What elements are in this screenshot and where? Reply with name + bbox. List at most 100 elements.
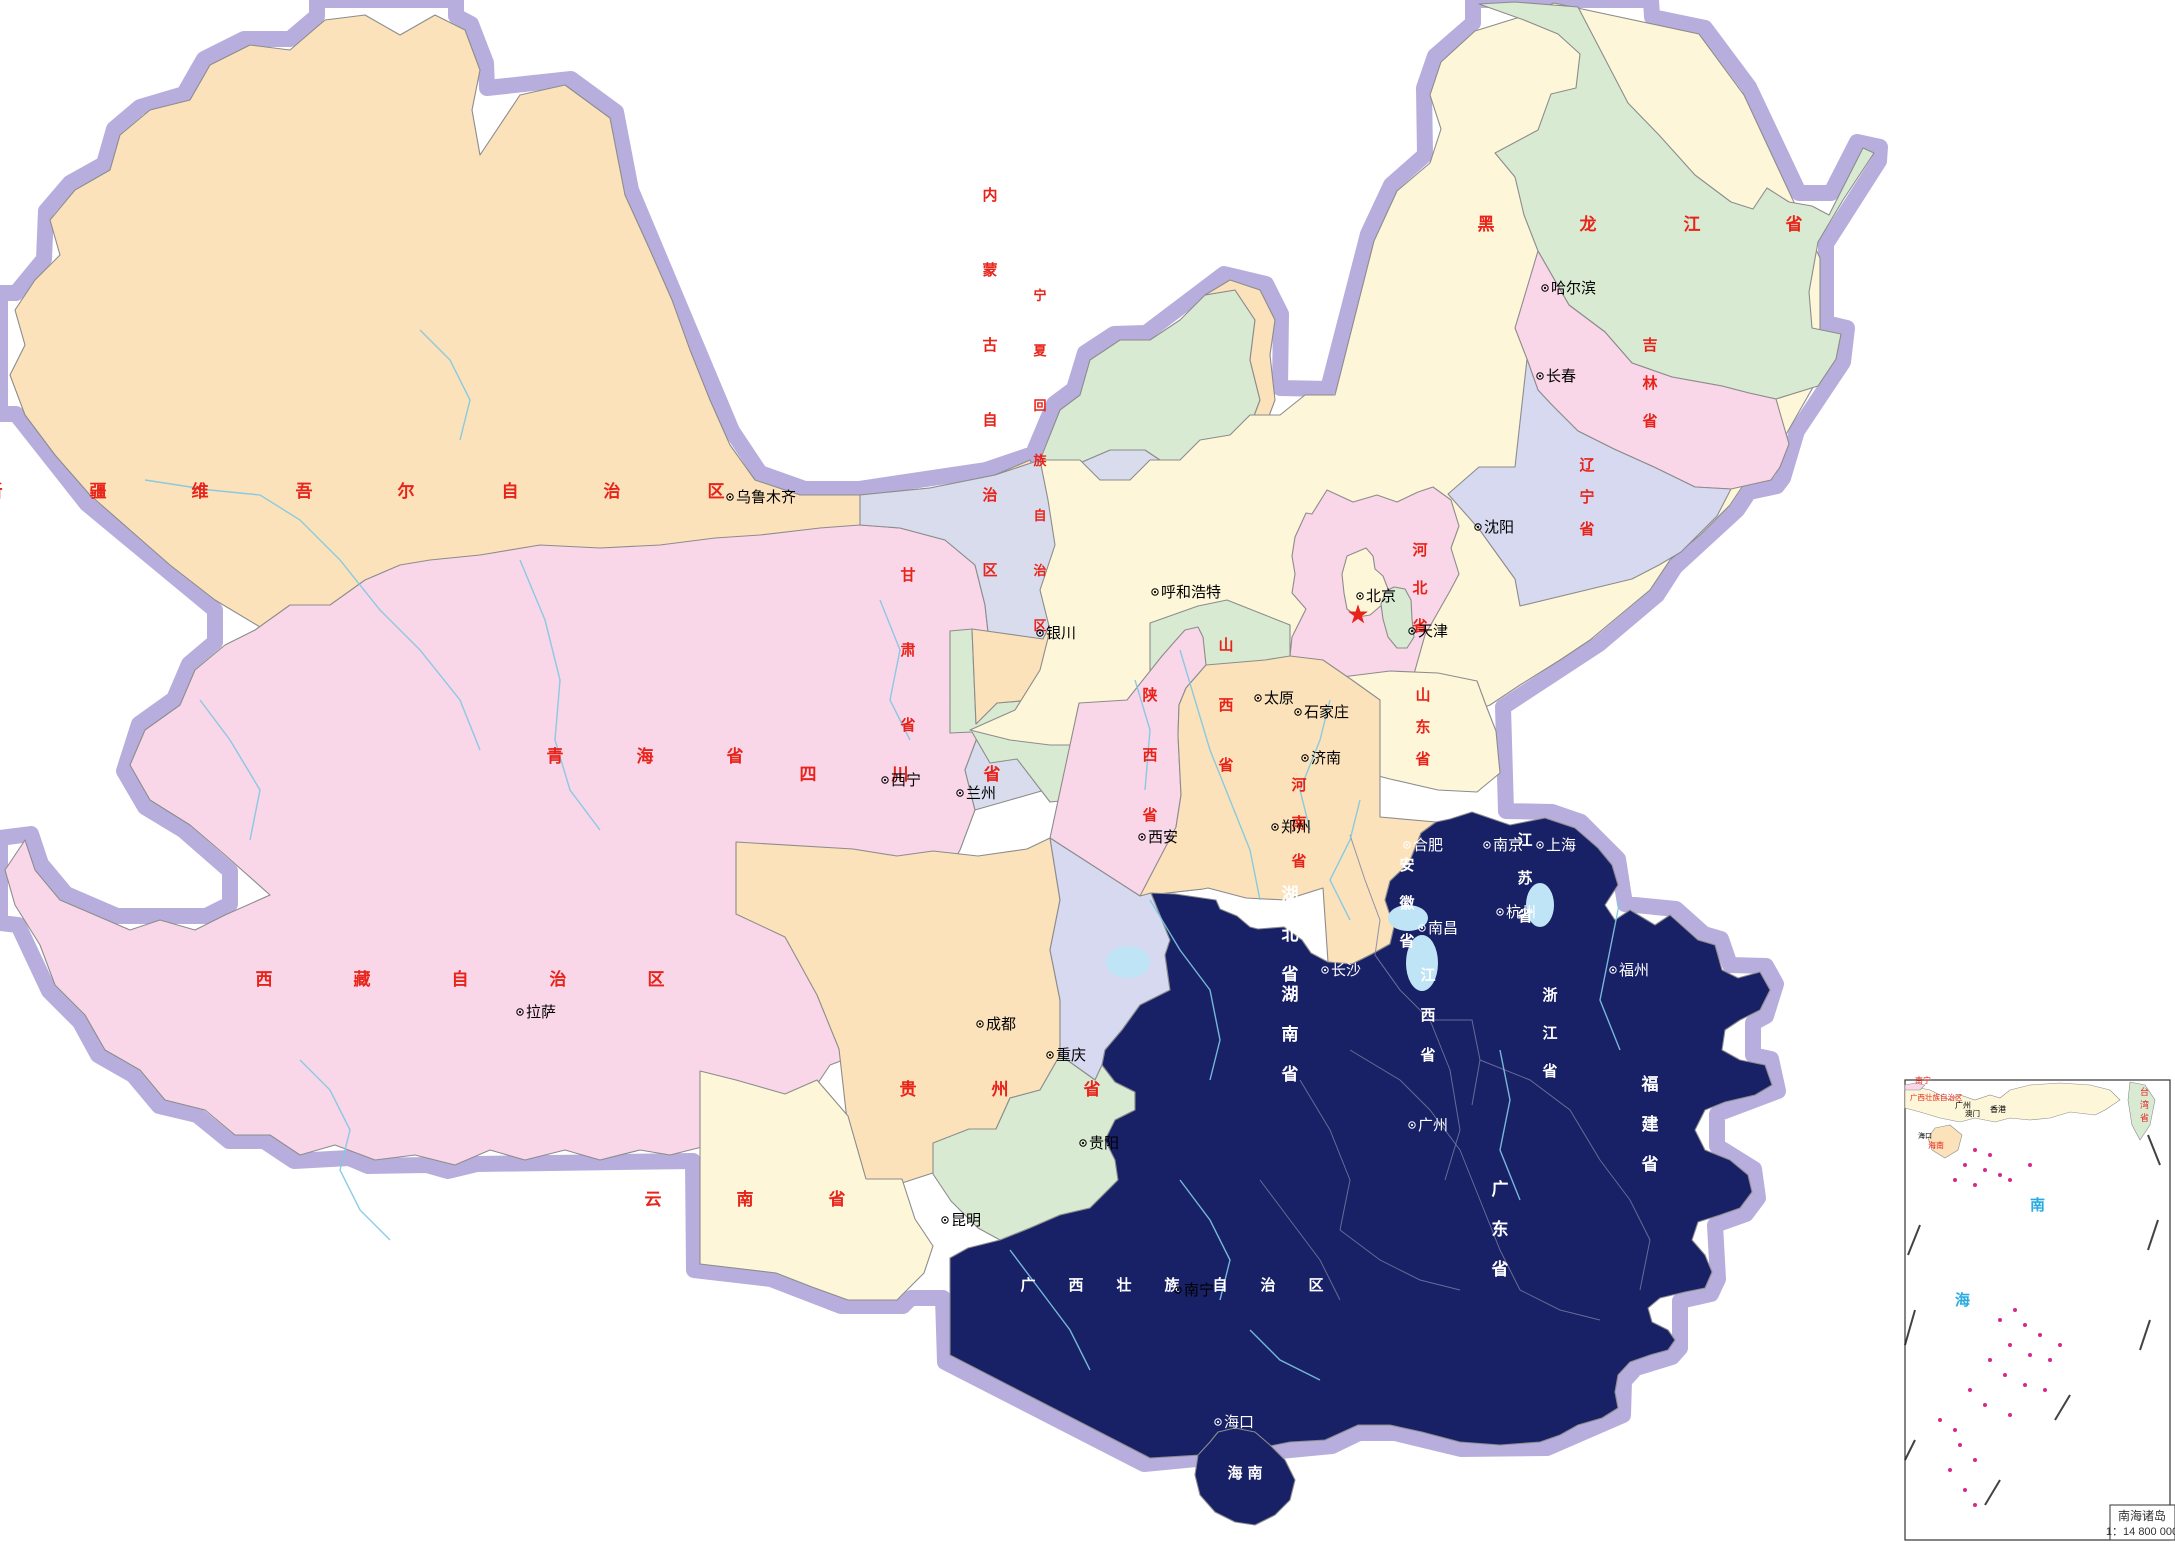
svg-text:南昌: 南昌	[1428, 920, 1458, 937]
svg-text:南京: 南京	[1493, 837, 1523, 854]
svg-text:南宁: 南宁	[1915, 1075, 1931, 1085]
svg-text:省: 省	[1541, 1062, 1557, 1080]
svg-text:西: 西	[1142, 747, 1157, 764]
svg-text:兰州: 兰州	[966, 785, 996, 802]
svg-text:省: 省	[1281, 1064, 1299, 1084]
svg-text:宁: 宁	[1033, 288, 1046, 303]
svg-text:成都: 成都	[986, 1016, 1016, 1033]
svg-text:湖: 湖	[1282, 985, 1299, 1004]
svg-text:西: 西	[1068, 1277, 1083, 1294]
svg-text:内: 内	[982, 186, 997, 204]
svg-text:南: 南	[1247, 1464, 1262, 1482]
svg-text:省: 省	[1641, 412, 1657, 430]
svg-text:区: 区	[1033, 618, 1046, 633]
svg-text:福州: 福州	[1619, 962, 1649, 979]
svg-text:治: 治	[1260, 1276, 1275, 1294]
svg-text:省: 省	[1217, 756, 1233, 774]
svg-text:省: 省	[1641, 1154, 1659, 1174]
svg-text:江: 江	[1542, 1024, 1557, 1042]
svg-text:北京: 北京	[1366, 588, 1396, 605]
svg-text:西: 西	[256, 970, 273, 989]
svg-text:海口: 海口	[1224, 1414, 1254, 1431]
svg-text:安: 安	[1399, 856, 1414, 874]
svg-text:辽: 辽	[1579, 457, 1594, 474]
svg-text:拉萨: 拉萨	[526, 1004, 556, 1021]
svg-text:南: 南	[1282, 1024, 1299, 1044]
svg-text:省: 省	[899, 716, 915, 734]
svg-text:治: 治	[550, 969, 567, 989]
svg-text:郑州: 郑州	[1281, 819, 1311, 836]
svg-text:上海: 上海	[1546, 837, 1576, 854]
svg-text:贵: 贵	[900, 1079, 917, 1099]
svg-text:太原: 太原	[1264, 690, 1294, 707]
svg-text:省: 省	[1141, 806, 1157, 824]
svg-text:长沙: 长沙	[1331, 962, 1361, 979]
svg-text:族: 族	[1033, 453, 1047, 468]
svg-text:长春: 长春	[1546, 368, 1576, 385]
svg-text:州: 州	[991, 1080, 1009, 1099]
svg-text:山: 山	[1415, 687, 1430, 704]
svg-text:省: 省	[726, 746, 744, 766]
svg-text:蒙: 蒙	[982, 261, 997, 279]
svg-text:江: 江	[1420, 966, 1435, 984]
svg-text:回: 回	[1033, 398, 1046, 413]
svg-text:肃: 肃	[900, 641, 915, 659]
svg-text:宁: 宁	[1579, 488, 1594, 506]
svg-text:杭州: 杭州	[1506, 904, 1536, 921]
svg-text:区: 区	[708, 482, 725, 501]
svg-text:昆明: 昆明	[951, 1212, 981, 1229]
svg-text:南: 南	[737, 1189, 754, 1209]
svg-text:银川: 银川	[1046, 625, 1076, 642]
svg-text:疆: 疆	[90, 482, 107, 501]
svg-text:吾: 吾	[296, 482, 313, 501]
svg-text:合肥: 合肥	[1413, 837, 1443, 854]
svg-text:湖: 湖	[1282, 885, 1299, 904]
svg-text:治: 治	[982, 486, 997, 504]
svg-text:陕: 陕	[1142, 686, 1157, 704]
svg-text:沈阳: 沈阳	[1484, 519, 1514, 536]
svg-text:维: 维	[192, 481, 209, 501]
svg-text:贵阳: 贵阳	[1089, 1135, 1119, 1152]
svg-text:建: 建	[1642, 1114, 1659, 1134]
svg-text:省: 省	[828, 1189, 846, 1209]
svg-text:龙: 龙	[1579, 214, 1597, 234]
svg-text:青: 青	[547, 746, 564, 766]
svg-text:南宁: 南宁	[1184, 1282, 1214, 1299]
svg-text:西安: 西安	[1148, 829, 1178, 846]
svg-text:海: 海	[1227, 1464, 1242, 1482]
svg-text:西宁: 西宁	[891, 772, 921, 789]
svg-text:新: 新	[0, 481, 3, 501]
svg-text:呼和浩特: 呼和浩特	[1161, 584, 1221, 601]
svg-text:林: 林	[1642, 374, 1658, 392]
svg-text:省: 省	[1281, 964, 1299, 984]
svg-text:尔: 尔	[398, 481, 415, 501]
svg-text:省: 省	[983, 764, 1001, 784]
svg-text:省: 省	[1419, 1046, 1435, 1064]
svg-text:南: 南	[2030, 1196, 2045, 1214]
svg-text:省: 省	[1414, 750, 1430, 768]
svg-text:云: 云	[645, 1190, 662, 1209]
svg-text:海口: 海口	[1918, 1131, 1932, 1140]
svg-text:古: 古	[982, 336, 997, 354]
svg-text:自: 自	[1212, 1276, 1227, 1294]
svg-text:省: 省	[1398, 932, 1414, 950]
svg-text:藏: 藏	[354, 970, 371, 989]
svg-text:天津: 天津	[1418, 623, 1448, 640]
svg-text:吉: 吉	[1642, 336, 1657, 354]
svg-text:北: 北	[1282, 925, 1299, 944]
svg-text:济南: 济南	[1311, 750, 1341, 767]
svg-text:乌鲁木齐: 乌鲁木齐	[736, 489, 796, 506]
svg-text:石家庄: 石家庄	[1304, 703, 1349, 721]
svg-text:湾: 湾	[2140, 1099, 2149, 1110]
svg-text:广州: 广州	[1418, 1117, 1448, 1134]
svg-text:夏: 夏	[1032, 343, 1047, 358]
svg-text:徽: 徽	[1398, 894, 1415, 912]
svg-text:东: 东	[1492, 1219, 1509, 1239]
svg-text:壮: 壮	[1116, 1276, 1131, 1294]
svg-text:省: 省	[1290, 852, 1306, 870]
svg-text:哈尔滨: 哈尔滨	[1551, 280, 1596, 297]
svg-text:西: 西	[1218, 697, 1233, 714]
svg-text:东: 东	[1415, 718, 1430, 736]
svg-text:浙: 浙	[1542, 986, 1557, 1004]
svg-text:自: 自	[982, 411, 997, 429]
